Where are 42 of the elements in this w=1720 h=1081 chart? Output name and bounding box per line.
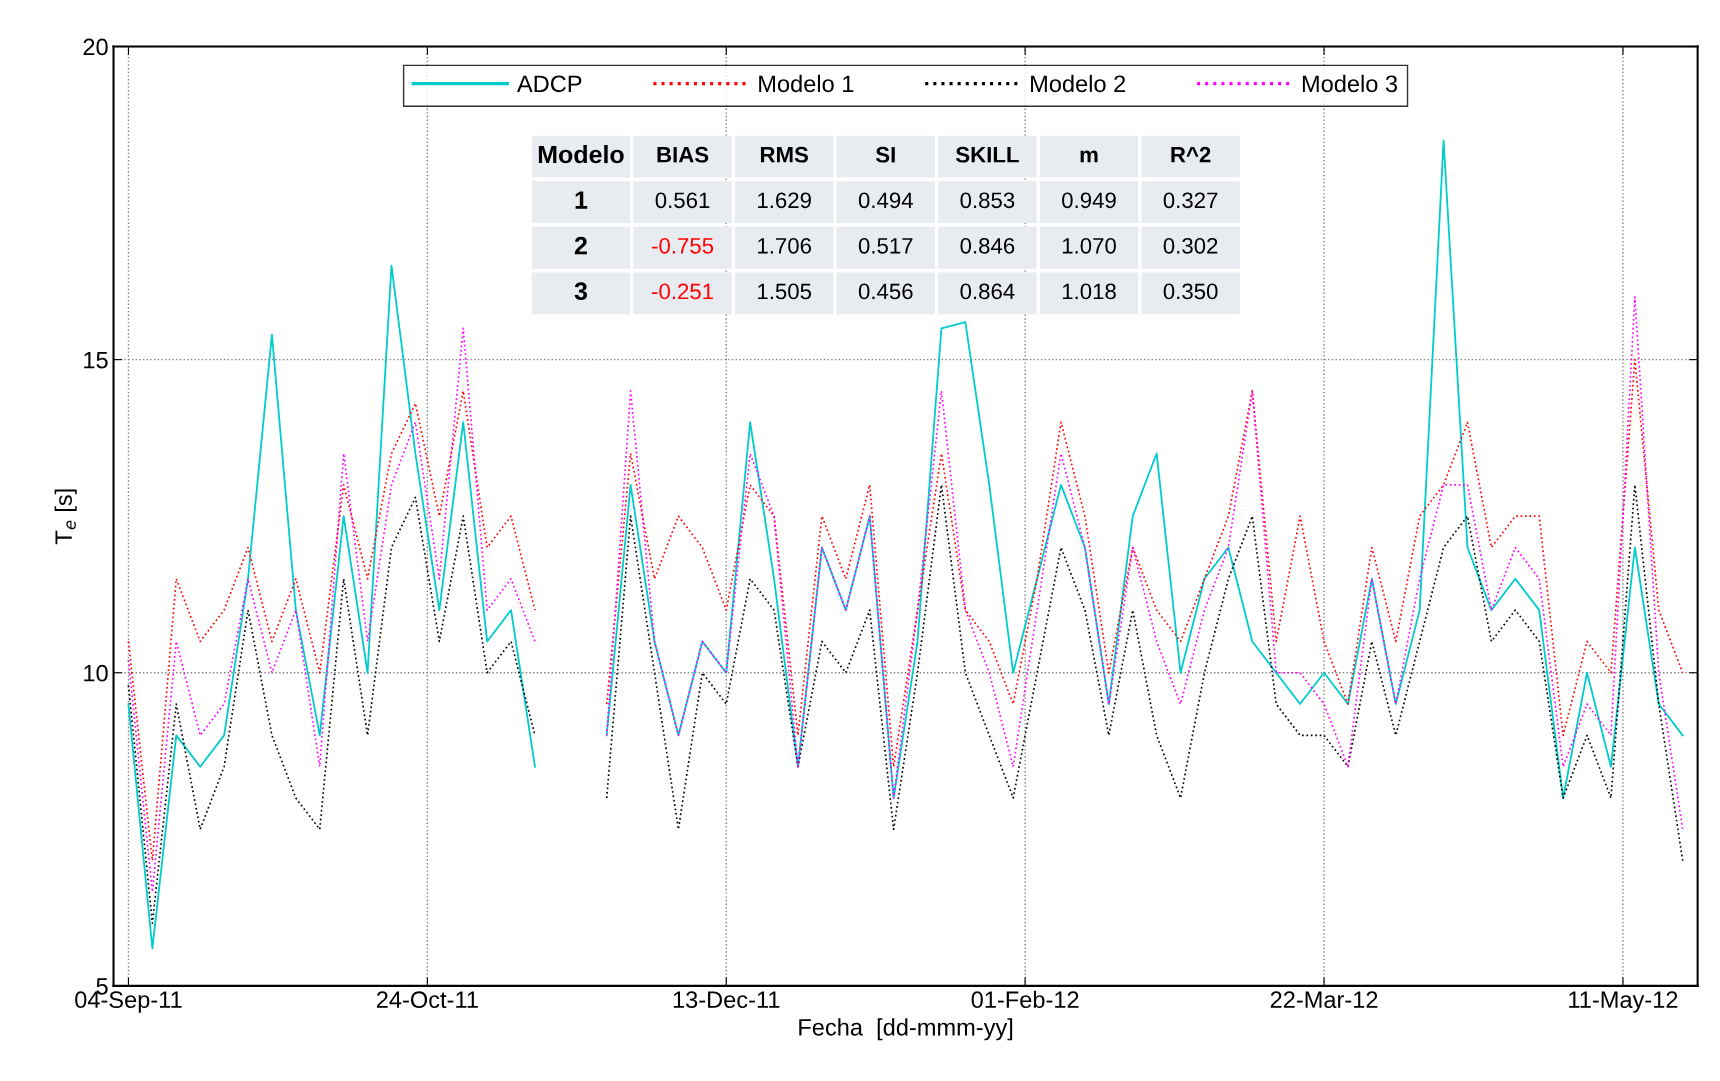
- annotation: R^2: [1171, 146, 1211, 163]
- x-axis-title: Fecha [dd-mmm-yy]: [799, 1018, 1013, 1041]
- annotation: 1.706: [758, 237, 811, 254]
- annotation: 0.350: [1163, 283, 1218, 300]
- annotation: 0.517: [858, 237, 913, 254]
- legend-label: Modelo 1: [759, 74, 854, 93]
- annotation: SKILL: [955, 146, 1019, 163]
- annotation: 0.327: [1163, 192, 1218, 209]
- annotation: 0.853: [960, 192, 1015, 209]
- x-tick-label: 24-Oct-11: [376, 991, 478, 1009]
- x-tick-label: 11-May-12: [1569, 991, 1678, 1013]
- annotation: 0.949: [1062, 192, 1116, 209]
- y-tick-label: 10: [84, 664, 108, 682]
- x-tick-label: 01-Feb-12: [971, 990, 1079, 1009]
- annotation: 3: [574, 282, 587, 301]
- annotation: 0.561: [655, 192, 710, 209]
- annotation: 2: [574, 236, 587, 255]
- x-tick-label: 13-Dec-11: [673, 991, 780, 1009]
- annotation: 1: [575, 191, 588, 209]
- annotation: 0.846: [960, 237, 1015, 254]
- annotation: SI: [875, 146, 895, 163]
- y-tick-label: 20: [83, 38, 108, 56]
- annotation: 0.302: [1163, 237, 1218, 254]
- annotation: 1.070: [1062, 237, 1116, 254]
- legend-label: ADCP: [517, 75, 582, 93]
- x-tick-label: 22-Mar-12: [1270, 991, 1378, 1009]
- legend-label: Modelo 3: [1302, 74, 1398, 93]
- y-tick-label: 15: [84, 351, 108, 369]
- legend-label: Modelo 2: [1031, 74, 1126, 93]
- y-axis-title: T$_{e}$ [s]: [54, 489, 77, 545]
- annotation: BIAS: [657, 146, 709, 163]
- annotation: -0.251: [652, 283, 713, 300]
- annotation: Modelo: [538, 144, 624, 164]
- annotation: 0.864: [960, 283, 1015, 300]
- annotation: 0.456: [858, 283, 913, 300]
- annotation: 0.494: [858, 192, 913, 209]
- annotation: 1.505: [758, 283, 812, 300]
- annotation: 1.629: [758, 192, 811, 209]
- annotation: RMS: [760, 146, 808, 163]
- annotation: 1.018: [1062, 283, 1116, 300]
- annotation: m: [1080, 150, 1098, 163]
- annotation: -0.755: [652, 237, 714, 254]
